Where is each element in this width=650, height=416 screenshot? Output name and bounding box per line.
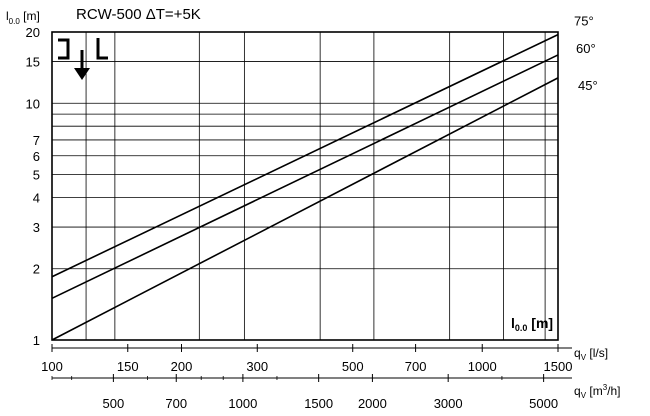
x2-tick-label: 2000 (358, 396, 387, 411)
x2-tick-label: 1000 (228, 396, 257, 411)
x-axis-label-ls: qV [l/s] (574, 346, 608, 362)
throw-length-box-label: l0.0 [m] (511, 315, 553, 333)
ceiling-bracket-right-icon (96, 38, 108, 60)
series-line-75deg (51, 33, 559, 278)
x-tick-label: 100 (41, 359, 63, 374)
x-tick-label: 1500 (544, 359, 573, 374)
y-tick-label: 6 (33, 149, 40, 164)
y-tick-label: 15 (26, 55, 40, 70)
y-tick-label: 1 (33, 333, 40, 348)
y-tick-label: 4 (33, 190, 40, 205)
series-line-60deg (51, 54, 559, 300)
x2-tick-label: 700 (165, 396, 187, 411)
x2-tick-label: 5000 (529, 396, 558, 411)
x-tick-label: 1000 (468, 359, 497, 374)
tick-labels: 1 2 3 4 5 67 10 15 20 100 150 200 300 500 700 1000 1500 5… (26, 25, 573, 411)
y-tick-label: 3 (33, 220, 40, 235)
series-label: 75° (574, 14, 594, 29)
x2-tick-label: 500 (103, 396, 125, 411)
chart-title: RCW-500 ΔT=+5K (76, 6, 201, 23)
x-tick-label: 700 (405, 359, 427, 374)
x2-tick-label: 3000 (434, 396, 463, 411)
y-tick-label: 10 (26, 96, 40, 111)
x-axis-label-m3h: qV [m3/h] (574, 383, 621, 400)
ceiling-bracket-left-icon (58, 38, 70, 60)
x-tick-label: 200 (171, 359, 193, 374)
x-tick-label: 150 (117, 359, 139, 374)
y-tick-label: 7 (33, 133, 40, 148)
y-tick-label: 5 (33, 168, 40, 183)
x-tick-label: 300 (246, 359, 268, 374)
y-tick-label: 20 (26, 25, 40, 40)
x-tick-label: 500 (342, 359, 364, 374)
x2-tick-label: 1500 (304, 396, 333, 411)
series-label: 60° (576, 41, 596, 56)
series-line-45deg (51, 77, 559, 341)
y-tick-label: 2 (33, 262, 40, 277)
airflow-arrow-head-icon (74, 68, 90, 80)
series-lines: 75° 60° 45° (51, 14, 598, 341)
grid (52, 32, 558, 340)
plot-frame (51, 31, 559, 341)
mounting-symbol (58, 38, 108, 80)
y-axis-label: l0.0 [m] (6, 9, 40, 26)
series-label: 45° (578, 78, 598, 93)
